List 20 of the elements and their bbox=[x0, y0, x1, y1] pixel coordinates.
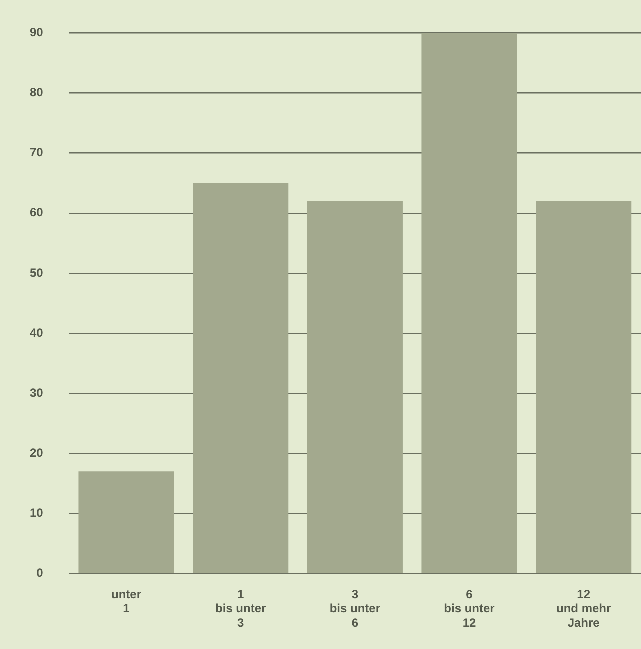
y-tick-label: 30 bbox=[30, 386, 44, 400]
y-tick-label: 10 bbox=[30, 506, 44, 520]
y-tick-label: 60 bbox=[30, 206, 44, 220]
bar bbox=[536, 201, 632, 574]
y-tick-label: 70 bbox=[30, 146, 44, 160]
bar bbox=[422, 33, 518, 574]
y-tick-label: 0 bbox=[36, 566, 44, 580]
y-tick-label: 90 bbox=[30, 26, 44, 40]
y-tick-label: 20 bbox=[30, 446, 44, 460]
bar bbox=[78, 472, 174, 574]
bar bbox=[193, 183, 289, 574]
x-tick-label: 12 und mehr Jahre bbox=[556, 587, 612, 630]
y-tick-label: 50 bbox=[30, 266, 44, 280]
x-tick-label: unter 1 bbox=[112, 587, 142, 616]
x-tick-label: 6 bis unter 12 bbox=[444, 587, 496, 630]
y-tick-label: 40 bbox=[30, 326, 44, 340]
y-tick-label: 80 bbox=[30, 86, 44, 100]
x-tick-label: 1 bis unter 3 bbox=[216, 587, 267, 630]
x-tick-label: 3 bis unter 6 bbox=[330, 587, 381, 630]
bar bbox=[307, 201, 403, 574]
